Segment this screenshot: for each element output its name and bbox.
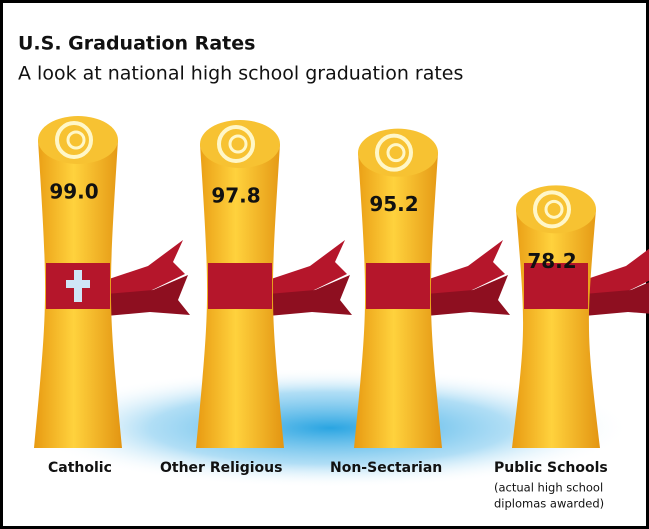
ribbon bbox=[106, 275, 190, 316]
category-label: Public Schools bbox=[494, 460, 608, 476]
value-label: 99.0 bbox=[49, 180, 98, 204]
scroll-curl bbox=[386, 143, 406, 163]
annotation: diplomas awarded) bbox=[494, 497, 604, 511]
ribbon bbox=[426, 240, 505, 300]
scroll-curl bbox=[66, 130, 86, 150]
ribbon bbox=[106, 240, 185, 300]
scroll-top bbox=[358, 128, 438, 177]
ribbon bbox=[426, 275, 510, 316]
band bbox=[366, 263, 430, 309]
scroll-curl bbox=[375, 133, 413, 172]
scroll-curl bbox=[544, 199, 564, 219]
category-label: Other Religious bbox=[160, 460, 282, 476]
band bbox=[524, 263, 588, 309]
scroll-top bbox=[38, 116, 118, 164]
annotation: (actual high school bbox=[494, 481, 603, 495]
scroll bbox=[512, 209, 600, 448]
scroll-top bbox=[200, 120, 280, 168]
value-label: 78.2 bbox=[527, 249, 576, 273]
ribbon bbox=[584, 282, 649, 316]
glow bbox=[30, 368, 630, 488]
chart-subtitle: A look at national high school graduatio… bbox=[18, 63, 463, 85]
category-label: Non-Sectarian bbox=[330, 460, 442, 476]
chart-title: U.S. Graduation Rates bbox=[18, 33, 255, 55]
band bbox=[208, 263, 272, 309]
ribbon bbox=[584, 248, 649, 300]
scroll-curl bbox=[55, 121, 93, 159]
value-label: 97.8 bbox=[211, 184, 260, 208]
scroll-curl bbox=[533, 190, 571, 229]
ribbon bbox=[268, 240, 347, 300]
scroll-top bbox=[516, 185, 596, 234]
value-label: 95.2 bbox=[369, 192, 418, 216]
cross bbox=[66, 280, 90, 288]
ribbon bbox=[268, 275, 352, 316]
category-label: Catholic bbox=[48, 460, 112, 476]
scroll-curl bbox=[217, 125, 255, 163]
scroll-curl bbox=[228, 134, 248, 154]
